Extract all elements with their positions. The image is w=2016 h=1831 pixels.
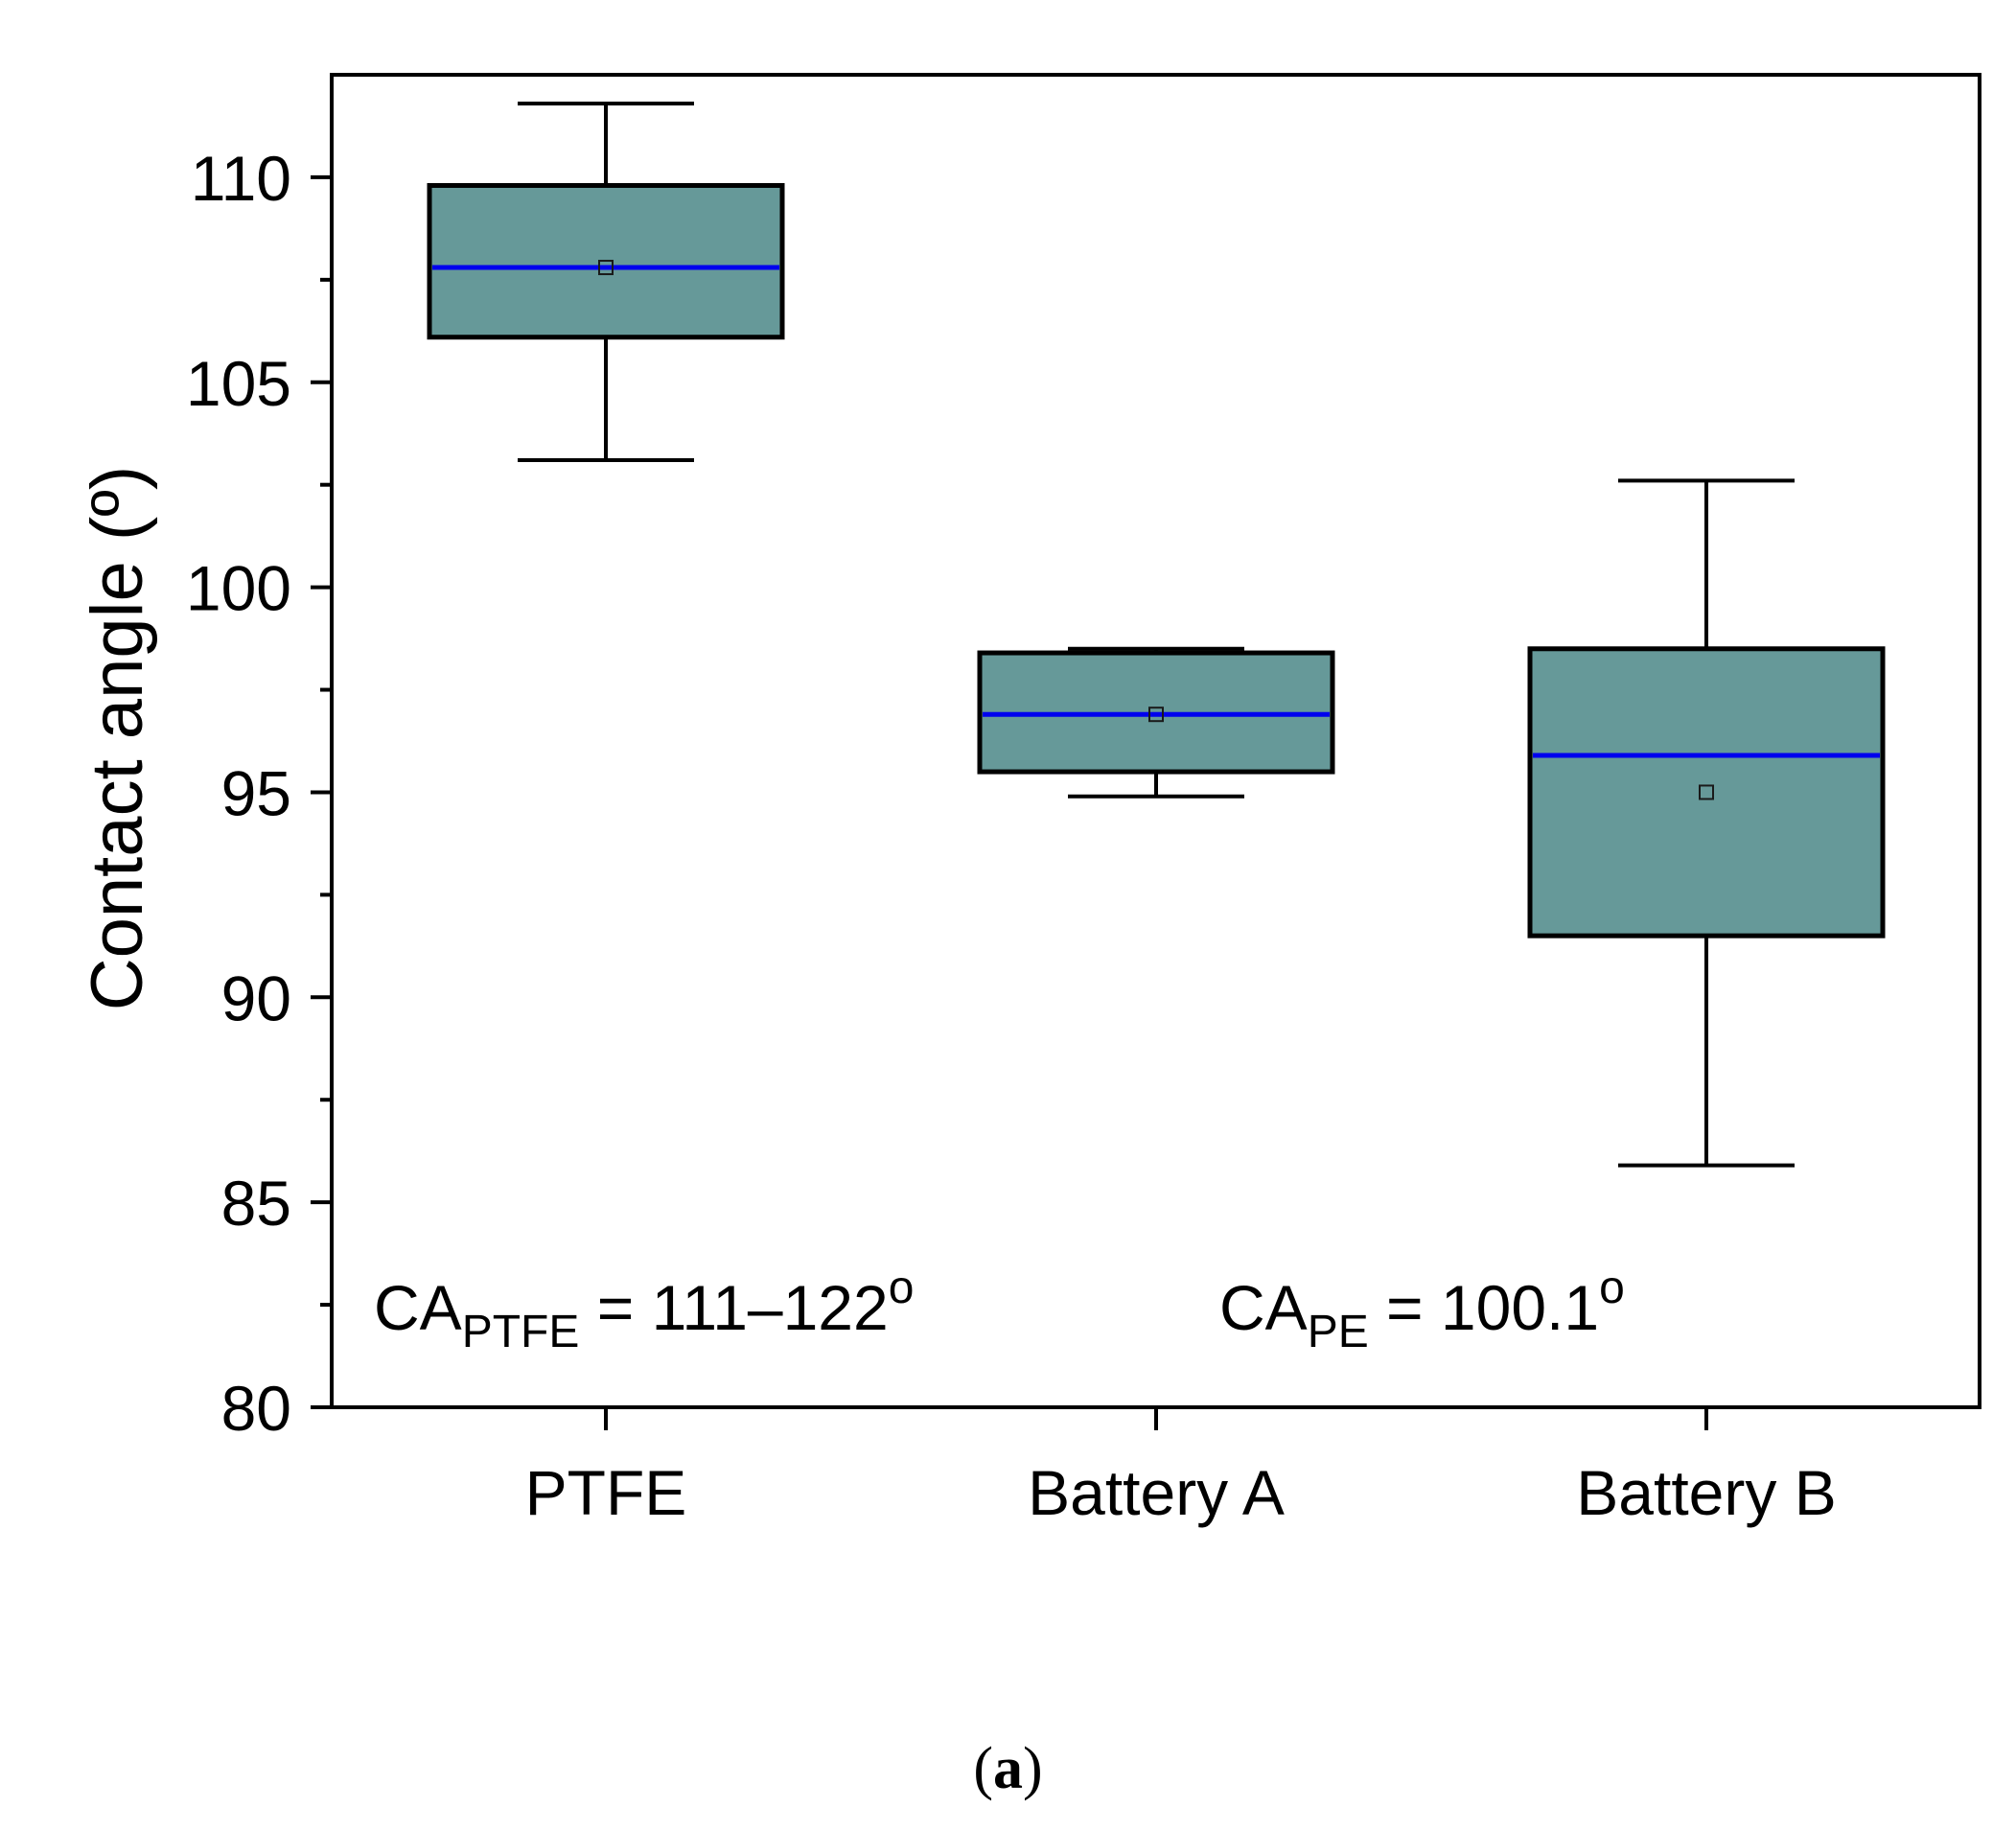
box-body: [1527, 646, 1886, 939]
box-battery-b: [1527, 478, 1886, 1168]
y-tick-label: 80: [221, 1373, 291, 1444]
x-tick-label: Battery B: [1576, 1457, 1836, 1528]
x-tick-label: Battery A: [1028, 1457, 1285, 1528]
box-ptfe: [427, 101, 785, 463]
annotation-ca-pe: CAPE = 100.1o: [1219, 1263, 1625, 1357]
boxes: [427, 101, 1886, 1168]
y-axis-label: Contact angle (º): [77, 466, 158, 1010]
annotations: CAPTFE = 111–122o CAPE = 100.1o: [374, 1263, 1625, 1357]
caption-label: a: [993, 1736, 1023, 1801]
y-tick-label: 95: [221, 757, 291, 828]
annotation-ca-ptfe: CAPTFE = 111–122o: [374, 1263, 914, 1357]
figure-caption: (a): [973, 1736, 1043, 1801]
y-tick-label: 105: [186, 348, 291, 419]
box-battery-a: [977, 646, 1335, 799]
x-tick-label: PTFE: [525, 1457, 687, 1528]
y-tick-label: 100: [186, 553, 291, 624]
mean-marker: [1148, 707, 1164, 723]
y-tick-label: 90: [221, 962, 291, 1033]
axes: 80 85 90 95 100 105 110 PTFE Battery A Battery B: [186, 73, 1981, 1528]
y-tick-label: 110: [191, 143, 291, 214]
mean-marker: [598, 260, 614, 276]
mean-marker: [1699, 784, 1714, 800]
y-tick-label: 85: [221, 1168, 291, 1239]
